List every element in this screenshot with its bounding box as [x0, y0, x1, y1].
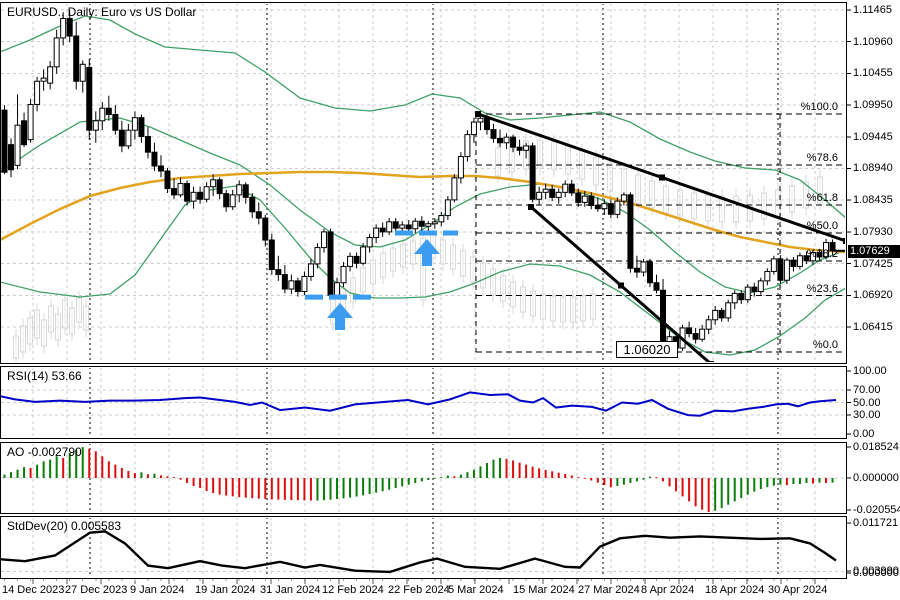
trendline-lower[interactable] — [528, 204, 714, 367]
ao-panel[interactable] — [1, 443, 846, 513]
fib-level-label: %78.6 — [806, 151, 838, 164]
date-label[interactable]: 30 Apr 2024 — [768, 584, 828, 596]
stddev-axis-label: 0.003990 — [853, 565, 899, 577]
stddev-indicator-label: StdDev(20) 0.005583 — [7, 519, 122, 533]
price-axis-label: 1.10960 — [853, 35, 893, 48]
low-price-label[interactable]: 1.06020 — [616, 341, 678, 358]
price-axis-label: 1.06415 — [853, 320, 893, 333]
date-label[interactable]: 27 Mar 2024 — [578, 584, 640, 596]
rsi-indicator-label: RSI(14) 53.66 — [7, 369, 82, 383]
fib-level-label: %38.2 — [806, 247, 838, 260]
price-axis-label: 1.10455 — [853, 67, 893, 80]
ao-axis-label: 0.018524 — [853, 441, 899, 453]
ao-axis-label: 0.000000 — [853, 472, 899, 484]
date-label[interactable]: 22 Feb 2024 — [388, 584, 450, 596]
std-panel[interactable] — [0, 517, 846, 578]
main-panel[interactable] — [0, 3, 849, 367]
symbol-title: EURUSD., Daily: Euro vs US Dollar — [7, 5, 197, 19]
fib-level-label: %61.8 — [806, 191, 838, 204]
date-label[interactable]: 15 Mar 2024 — [513, 584, 575, 596]
rsi-axis-label: 100.00 — [853, 365, 887, 377]
date-label[interactable]: 5 Mar 2024 — [448, 584, 504, 596]
date-label[interactable]: 8 Apr 2024 — [641, 584, 695, 596]
stddev-axis-label: 0.000000 — [853, 567, 899, 579]
date-label[interactable]: 19 Jan 2024 — [195, 584, 256, 596]
date-label[interactable]: 18 Apr 2024 — [705, 584, 765, 596]
ao-axis-label: -0.020554 — [853, 504, 900, 516]
trendline-upper[interactable] — [475, 111, 849, 244]
price-axis-label: 1.07425 — [853, 257, 893, 270]
date-label[interactable]: 12 Feb 2024 — [322, 584, 384, 596]
rsi-axis-label: 50.00 — [853, 396, 881, 409]
rsi-axis-label: 0.00 — [853, 428, 875, 440]
price-axis-label: 1.08435 — [853, 194, 893, 207]
fib-level-label: %0.0 — [812, 338, 838, 351]
buy-arrow-2[interactable] — [414, 239, 440, 266]
fib-level-label: %50.0 — [806, 219, 838, 232]
rsi-panel[interactable] — [0, 367, 846, 438]
rsi-axis-label: 70.00 — [853, 384, 881, 396]
stddev-axis-label: 0.011721 — [853, 517, 899, 529]
buy-arrow-1[interactable] — [327, 303, 353, 330]
price-axis-label: 1.06920 — [853, 289, 893, 302]
rsi-axis-label: 30.00 — [853, 409, 881, 421]
current-price-badge: 1.07629 — [848, 245, 900, 258]
price-axis-label: 1.07930 — [853, 225, 893, 238]
date-label[interactable]: 31 Jan 2024 — [260, 584, 321, 596]
price-axis-label: 1.09950 — [853, 99, 893, 112]
price-axis-label: 1.08940 — [853, 162, 893, 175]
date-label[interactable]: 27 Dec 2023 — [65, 584, 128, 596]
date-label[interactable]: 14 Dec 2023 — [2, 584, 65, 596]
fib-level-label: %100.0 — [800, 100, 838, 113]
fib-level-label: %23.6 — [806, 282, 838, 295]
date-label[interactable]: 9 Jan 2024 — [130, 584, 185, 596]
price-axis-label: 1.09445 — [853, 130, 893, 143]
ao-indicator-label: AO -0.002790 — [7, 445, 82, 459]
price-axis-label: 1.11465 — [853, 4, 892, 16]
